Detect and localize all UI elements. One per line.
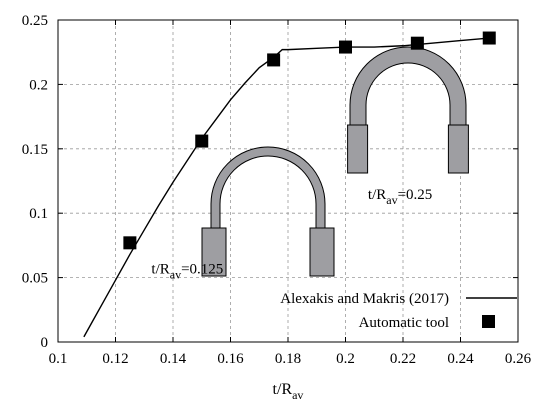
grid bbox=[58, 20, 518, 342]
right-pier bbox=[309, 227, 335, 277]
plot-area bbox=[83, 31, 496, 338]
series-line bbox=[83, 37, 490, 338]
right-pier bbox=[447, 124, 469, 174]
y-tick-label: 0.15 bbox=[22, 142, 48, 158]
data-point bbox=[482, 31, 496, 45]
arch-ring bbox=[349, 46, 467, 126]
axis-labels: t/Rav t/Rav=0.125 t/Rav=0.25 bbox=[151, 187, 432, 402]
data-point bbox=[339, 40, 352, 54]
y-tick-label: 0.25 bbox=[22, 13, 48, 29]
data-point bbox=[410, 36, 424, 50]
data-point bbox=[195, 134, 209, 148]
axes: 0.1 0.12 0.14 0.16 0.18 0.2 0.22 0.24 0.26 0 0.05 0… bbox=[22, 13, 532, 367]
x-tick-label: 0.18 bbox=[275, 351, 301, 367]
data-point bbox=[267, 53, 281, 67]
legend-label: Alexakis and Makris (2017) bbox=[280, 291, 449, 307]
arch-ring bbox=[210, 146, 326, 229]
arch-small bbox=[201, 146, 335, 277]
y-tick-label: 0.05 bbox=[22, 271, 48, 287]
x-tick-label: 0.16 bbox=[217, 351, 244, 367]
x-tick-label: 0.1 bbox=[49, 351, 68, 367]
annotation-label: t/Rav=0.125 bbox=[151, 262, 223, 282]
x-tick-label: 0.14 bbox=[160, 351, 187, 367]
x-axis-label: t/Rav bbox=[273, 381, 304, 402]
arch-illustrations bbox=[201, 46, 469, 277]
x-tick-label: 0.2 bbox=[336, 351, 355, 367]
x-tick-label: 0.12 bbox=[102, 351, 128, 367]
annotation-label: t/Rav=0.25 bbox=[368, 187, 432, 207]
legend-marker-swatch bbox=[482, 315, 495, 328]
left-pier bbox=[347, 124, 369, 174]
x-tick-label: 0.22 bbox=[390, 351, 416, 367]
legend: Alexakis and Makris (2017) Automatic tool bbox=[280, 291, 517, 331]
arch-large bbox=[347, 46, 469, 174]
y-tick-label: 0.2 bbox=[29, 77, 48, 93]
data-point bbox=[123, 236, 137, 250]
y-tick-label: 0.1 bbox=[29, 206, 48, 222]
x-tick-label: 0.26 bbox=[505, 351, 532, 367]
legend-label: Automatic tool bbox=[359, 315, 449, 331]
left-pier bbox=[201, 227, 227, 277]
y-tick-label: 0 bbox=[41, 335, 49, 351]
x-tick-label: 0.24 bbox=[447, 351, 474, 367]
